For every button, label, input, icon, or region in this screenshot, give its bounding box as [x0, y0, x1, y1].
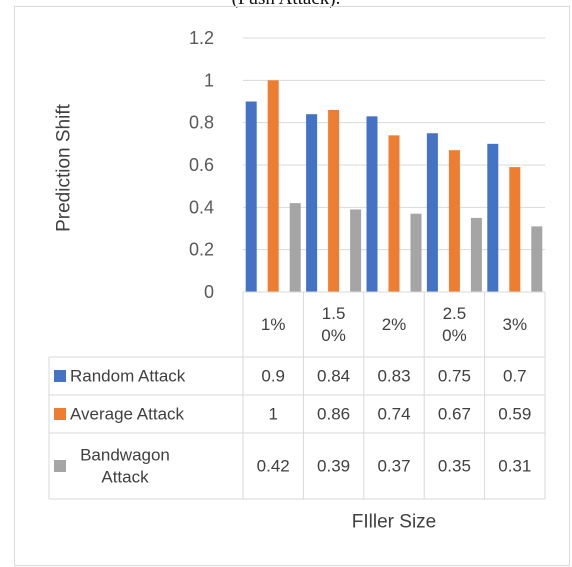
data-table-value: 0.9	[261, 367, 285, 386]
bar	[267, 80, 279, 292]
y-tick-label: 0.4	[189, 197, 214, 217]
y-tick-label: 1.2	[189, 28, 214, 48]
bar	[487, 143, 499, 292]
data-table-value: 0.83	[377, 367, 410, 386]
x-category-label: 1.5	[322, 304, 346, 323]
data-table-value: 0.74	[377, 405, 410, 424]
y-tick-label: 0.2	[189, 240, 214, 260]
bar	[350, 209, 362, 292]
data-table-value: 0.59	[498, 405, 531, 424]
data-table-value: 0.84	[317, 367, 350, 386]
data-table-value: 0.39	[317, 457, 350, 476]
bar	[388, 135, 400, 292]
data-table-value: 0.35	[438, 457, 471, 476]
y-axis-title: Prediction Shift	[54, 103, 75, 232]
bar	[328, 109, 340, 292]
data-table-value: 0.86	[317, 405, 350, 424]
x-category-label: 2%	[382, 315, 407, 334]
y-tick-label: 0.6	[189, 155, 214, 175]
legend-series-name: Average Attack	[70, 405, 185, 424]
bar	[366, 116, 378, 292]
bar	[245, 101, 257, 292]
data-table-value: 0.42	[257, 457, 290, 476]
legend-key	[54, 408, 66, 420]
bar	[410, 213, 422, 292]
data-table-value: 0.31	[498, 457, 531, 476]
bar	[448, 150, 460, 292]
chart-title-partial: (Push Attack).	[0, 0, 572, 10]
bar	[470, 217, 482, 292]
bar	[426, 133, 438, 292]
data-table-value: 0.7	[503, 367, 527, 386]
bar	[531, 226, 543, 292]
y-tick-label: 0	[204, 282, 214, 302]
x-category-label: 0%	[442, 326, 467, 345]
data-table-value: 0.67	[438, 405, 471, 424]
y-tick-label: 0.8	[189, 113, 214, 133]
chart-frame	[14, 6, 570, 566]
legend-series-name: Attack	[101, 468, 149, 487]
data-table-value: 0.75	[438, 367, 471, 386]
x-category-label: 3%	[503, 315, 528, 334]
bar	[509, 167, 521, 292]
legend-series-name: Random Attack	[70, 367, 186, 386]
x-axis-title: FIller Size	[352, 512, 436, 533]
data-table-value: 1	[268, 405, 277, 424]
x-category-label: 1%	[261, 315, 286, 334]
x-category-label: 2.5	[443, 304, 467, 323]
data-table-value: 0.37	[377, 457, 410, 476]
y-tick-label: 1	[204, 70, 214, 90]
legend-key	[54, 370, 66, 382]
bar	[289, 203, 301, 292]
x-category-label: 0%	[321, 326, 346, 345]
bar	[306, 114, 318, 292]
legend-series-name: Bandwagon	[80, 446, 170, 465]
legend-key	[54, 460, 66, 472]
